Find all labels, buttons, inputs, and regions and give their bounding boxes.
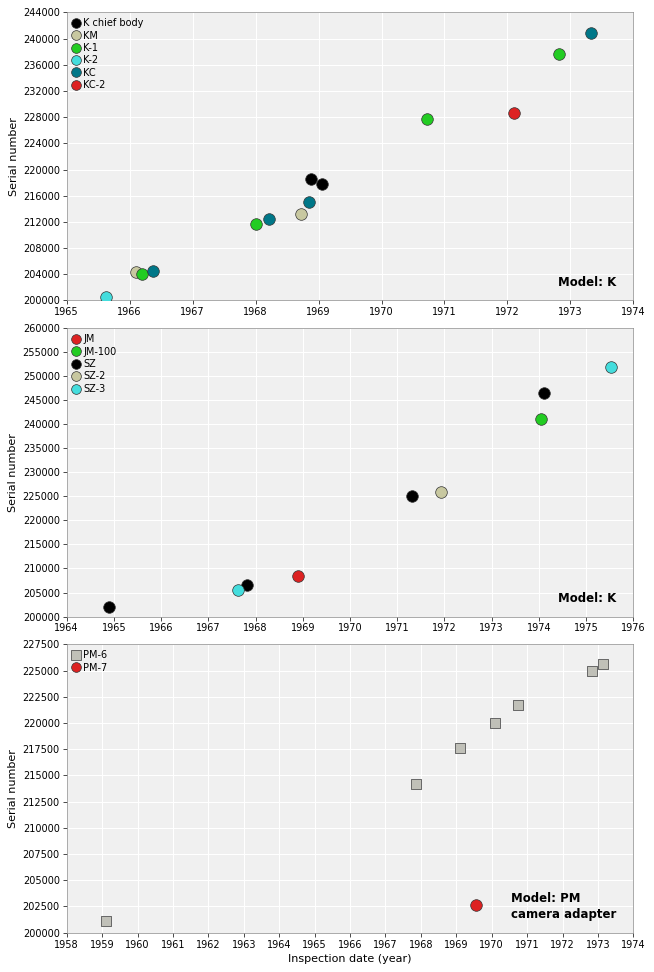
Point xyxy=(407,489,418,504)
Point xyxy=(250,216,261,231)
Text: Model: K: Model: K xyxy=(558,276,616,289)
Text: Model: PM
camera adapter: Model: PM camera adapter xyxy=(511,892,616,921)
X-axis label: Inspection date (year): Inspection date (year) xyxy=(288,954,412,963)
Point xyxy=(509,105,519,121)
Point xyxy=(131,264,141,280)
Point xyxy=(455,741,465,756)
Legend: PM-6, PM-7: PM-6, PM-7 xyxy=(71,648,109,675)
Point xyxy=(470,897,481,913)
Legend: K chief body, KM, K-1, K-2, KC, KC-2: K chief body, KM, K-1, K-2, KC, KC-2 xyxy=(71,17,146,92)
Point xyxy=(242,577,252,593)
Point xyxy=(101,290,111,305)
Point xyxy=(104,599,114,614)
Legend: JM, JM-100, SZ, SZ-2, SZ-3: JM, JM-100, SZ, SZ-2, SZ-3 xyxy=(71,332,118,396)
Point xyxy=(538,386,549,401)
Point xyxy=(436,484,446,500)
Point xyxy=(536,411,547,427)
Point xyxy=(587,663,597,678)
Point xyxy=(490,715,500,731)
Point xyxy=(296,206,306,222)
Y-axis label: Serial number: Serial number xyxy=(9,117,18,195)
Point xyxy=(554,46,564,61)
Point xyxy=(585,25,596,41)
Point xyxy=(293,568,303,583)
Point xyxy=(137,266,148,282)
Point xyxy=(306,171,317,187)
Point xyxy=(148,263,158,279)
Point xyxy=(513,697,523,712)
Point xyxy=(264,212,275,227)
Point xyxy=(101,914,111,929)
Text: Model: K: Model: K xyxy=(558,592,616,605)
Point xyxy=(598,656,608,672)
Point xyxy=(232,582,243,598)
Point xyxy=(410,776,421,791)
Point xyxy=(422,112,432,127)
Point xyxy=(304,194,315,210)
Y-axis label: Serial number: Serial number xyxy=(9,433,18,512)
Point xyxy=(317,176,327,191)
Point xyxy=(606,359,616,374)
Y-axis label: Serial number: Serial number xyxy=(9,749,18,828)
